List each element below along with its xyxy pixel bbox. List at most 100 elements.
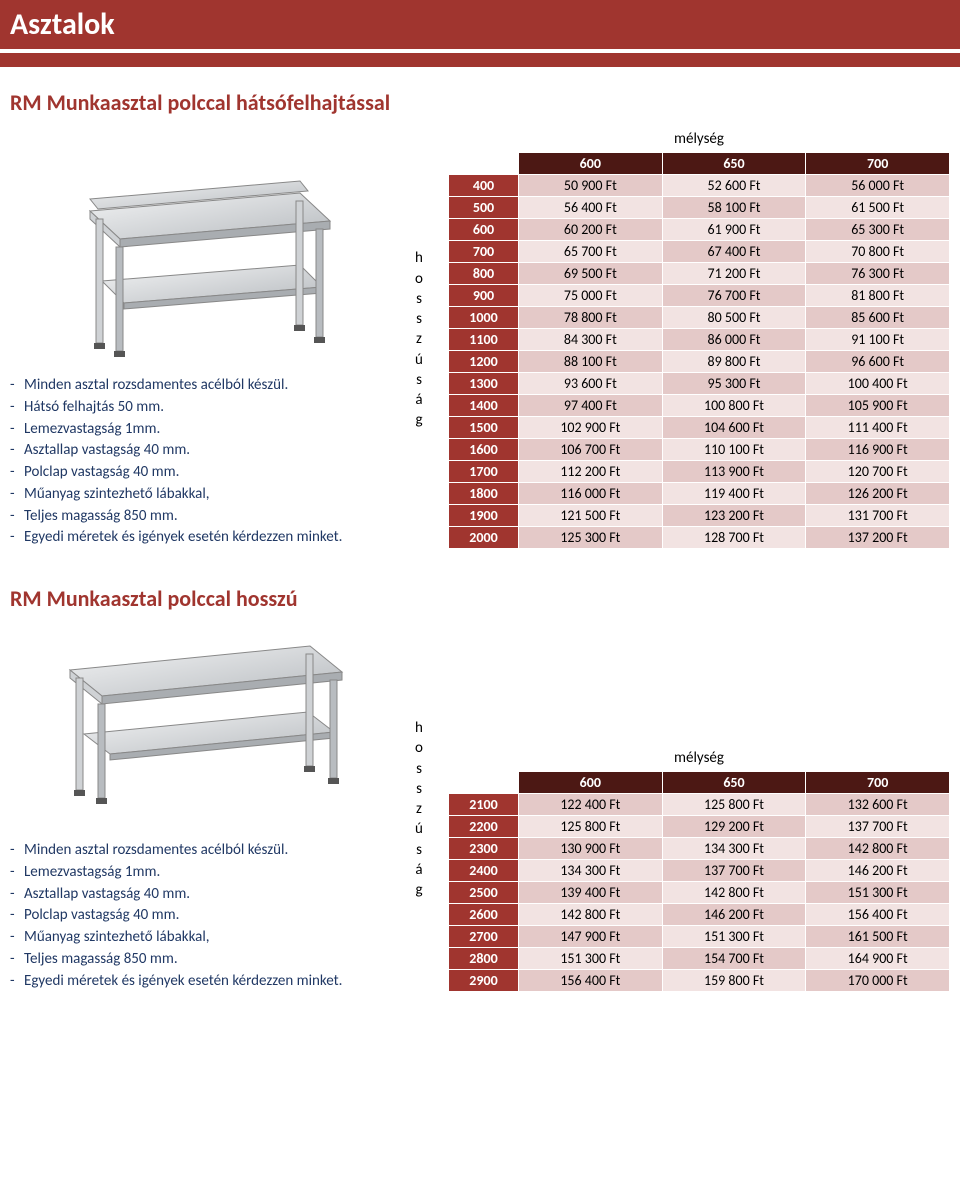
price-cell: 164 900 Ft xyxy=(806,948,950,970)
corner-cell xyxy=(449,153,519,175)
price-cell: 146 200 Ft xyxy=(806,860,950,882)
length-header: 2200 xyxy=(449,816,519,838)
section2-table-wrap: mélység 6006507002100122 400 Ft125 800 F… xyxy=(448,749,950,992)
price-cell: 151 300 Ft xyxy=(806,882,950,904)
price-cell: 84 300 Ft xyxy=(519,329,663,351)
table-row: 40050 900 Ft52 600 Ft56 000 Ft xyxy=(449,175,950,197)
price-cell: 159 800 Ft xyxy=(662,970,806,992)
list-item: Minden asztal rozsdamentes acélból készü… xyxy=(10,840,390,862)
depth-header: 700 xyxy=(806,772,950,794)
length-header: 1100 xyxy=(449,329,519,351)
length-header: 1600 xyxy=(449,439,519,461)
section2-length-label: hosszúság xyxy=(410,718,428,900)
price-cell: 97 400 Ft xyxy=(519,395,663,417)
table-row: 1800116 000 Ft119 400 Ft126 200 Ft xyxy=(449,483,950,505)
list-item: Teljes magasság 850 mm. xyxy=(10,949,390,971)
table-row: 2700147 900 Ft151 300 Ft161 500 Ft xyxy=(449,926,950,948)
section1-heading: RM Munkaasztal polccal hátsófelhajtással xyxy=(0,83,960,130)
price-cell: 58 100 Ft xyxy=(662,197,806,219)
section1: Minden asztal rozsdamentes acélból készü… xyxy=(0,130,960,579)
table-row: 2800151 300 Ft154 700 Ft164 900 Ft xyxy=(449,948,950,970)
table-row: 50056 400 Ft58 100 Ft61 500 Ft xyxy=(449,197,950,219)
price-cell: 137 700 Ft xyxy=(806,816,950,838)
list-item: Egyedi méretek és igények esetén kérdezz… xyxy=(10,527,390,549)
section1-table-wrap: mélység 60065070040050 900 Ft52 600 Ft56… xyxy=(448,130,950,549)
price-cell: 151 300 Ft xyxy=(519,948,663,970)
length-header: 2300 xyxy=(449,838,519,860)
section2-table: 6006507002100122 400 Ft125 800 Ft132 600… xyxy=(448,771,950,992)
depth-header: 700 xyxy=(806,153,950,175)
price-cell: 137 700 Ft xyxy=(662,860,806,882)
length-header: 1300 xyxy=(449,373,519,395)
price-cell: 122 400 Ft xyxy=(519,794,663,816)
section2: Minden asztal rozsdamentes acélból készü… xyxy=(0,626,960,1022)
table-row: 130093 600 Ft95 300 Ft100 400 Ft xyxy=(449,373,950,395)
price-cell: 126 200 Ft xyxy=(806,483,950,505)
price-cell: 69 500 Ft xyxy=(519,263,663,285)
price-cell: 91 100 Ft xyxy=(806,329,950,351)
length-header: 1500 xyxy=(449,417,519,439)
list-item: Lemezvastagság 1mm. xyxy=(10,862,390,884)
price-cell: 139 400 Ft xyxy=(519,882,663,904)
price-cell: 123 200 Ft xyxy=(662,505,806,527)
price-cell: 125 800 Ft xyxy=(519,816,663,838)
price-cell: 129 200 Ft xyxy=(662,816,806,838)
table-row: 2100122 400 Ft125 800 Ft132 600 Ft xyxy=(449,794,950,816)
price-cell: 52 600 Ft xyxy=(662,175,806,197)
price-cell: 60 200 Ft xyxy=(519,219,663,241)
section1-table: 600 65070040050 900 Ft52 600 Ft56 000 Ft5… xyxy=(448,152,950,549)
list-item: Minden asztal rozsdamentes acélból készü… xyxy=(10,375,390,397)
price-cell: 128 700 Ft xyxy=(662,527,806,549)
price-cell: 116 000 Ft xyxy=(519,483,663,505)
price-cell: 120 700 Ft xyxy=(806,461,950,483)
price-cell: 156 400 Ft xyxy=(519,970,663,992)
price-cell: 137 200 Ft xyxy=(806,527,950,549)
table-row: 100078 800 Ft80 500 Ft85 600 Ft xyxy=(449,307,950,329)
list-item: Asztallap vastagság 40 mm. xyxy=(10,440,390,462)
price-cell: 112 200 Ft xyxy=(519,461,663,483)
length-header: 1900 xyxy=(449,505,519,527)
table-row: 2900156 400 Ft159 800 Ft170 000 Ft xyxy=(449,970,950,992)
price-cell: 154 700 Ft xyxy=(662,948,806,970)
price-cell: 116 900 Ft xyxy=(806,439,950,461)
product-illustration-2 xyxy=(50,626,350,826)
product-illustration-1 xyxy=(50,161,350,361)
price-cell: 111 400 Ft xyxy=(806,417,950,439)
price-cell: 88 100 Ft xyxy=(519,351,663,373)
price-cell: 71 200 Ft xyxy=(662,263,806,285)
table-row: 2400134 300 Ft137 700 Ft146 200 Ft xyxy=(449,860,950,882)
table-row: 110084 300 Ft86 000 Ft91 100 Ft xyxy=(449,329,950,351)
page-title: Asztalok xyxy=(0,0,960,49)
list-item: Műanyag szintezhető lábakkal, xyxy=(10,927,390,949)
list-item: Műanyag szintezhető lábakkal, xyxy=(10,484,390,506)
price-cell: 147 900 Ft xyxy=(519,926,663,948)
list-item: Lemezvastagság 1mm. xyxy=(10,419,390,441)
length-header: 2100 xyxy=(449,794,519,816)
section1-left: Minden asztal rozsdamentes acélból készü… xyxy=(10,161,390,549)
price-cell: 142 800 Ft xyxy=(806,838,950,860)
list-item: Hátsó felhajtás 50 mm. xyxy=(10,397,390,419)
price-cell: 146 200 Ft xyxy=(662,904,806,926)
depth-header: 650 xyxy=(662,153,806,175)
depth-header: 600 xyxy=(519,772,663,794)
price-cell: 93 600 Ft xyxy=(519,373,663,395)
length-header: 600 xyxy=(449,219,519,241)
length-header: 2600 xyxy=(449,904,519,926)
table-row: 70065 700 Ft67 400 Ft70 800 Ft xyxy=(449,241,950,263)
length-header: 2000 xyxy=(449,527,519,549)
price-cell: 170 000 Ft xyxy=(806,970,950,992)
price-cell: 142 800 Ft xyxy=(519,904,663,926)
table-row: 90075 000 Ft76 700 Ft81 800 Ft xyxy=(449,285,950,307)
list-item: Teljes magasság 850 mm. xyxy=(10,506,390,528)
price-cell: 50 900 Ft xyxy=(519,175,663,197)
price-cell: 78 800 Ft xyxy=(519,307,663,329)
price-cell: 56 000 Ft xyxy=(806,175,950,197)
table-row: 120088 100 Ft89 800 Ft96 600 Ft xyxy=(449,351,950,373)
price-cell: 131 700 Ft xyxy=(806,505,950,527)
price-cell: 106 700 Ft xyxy=(519,439,663,461)
length-header: 1200 xyxy=(449,351,519,373)
price-cell: 86 000 Ft xyxy=(662,329,806,351)
price-cell: 105 900 Ft xyxy=(806,395,950,417)
list-item: Polclap vastagság 40 mm. xyxy=(10,462,390,484)
list-item: Asztallap vastagság 40 mm. xyxy=(10,884,390,906)
